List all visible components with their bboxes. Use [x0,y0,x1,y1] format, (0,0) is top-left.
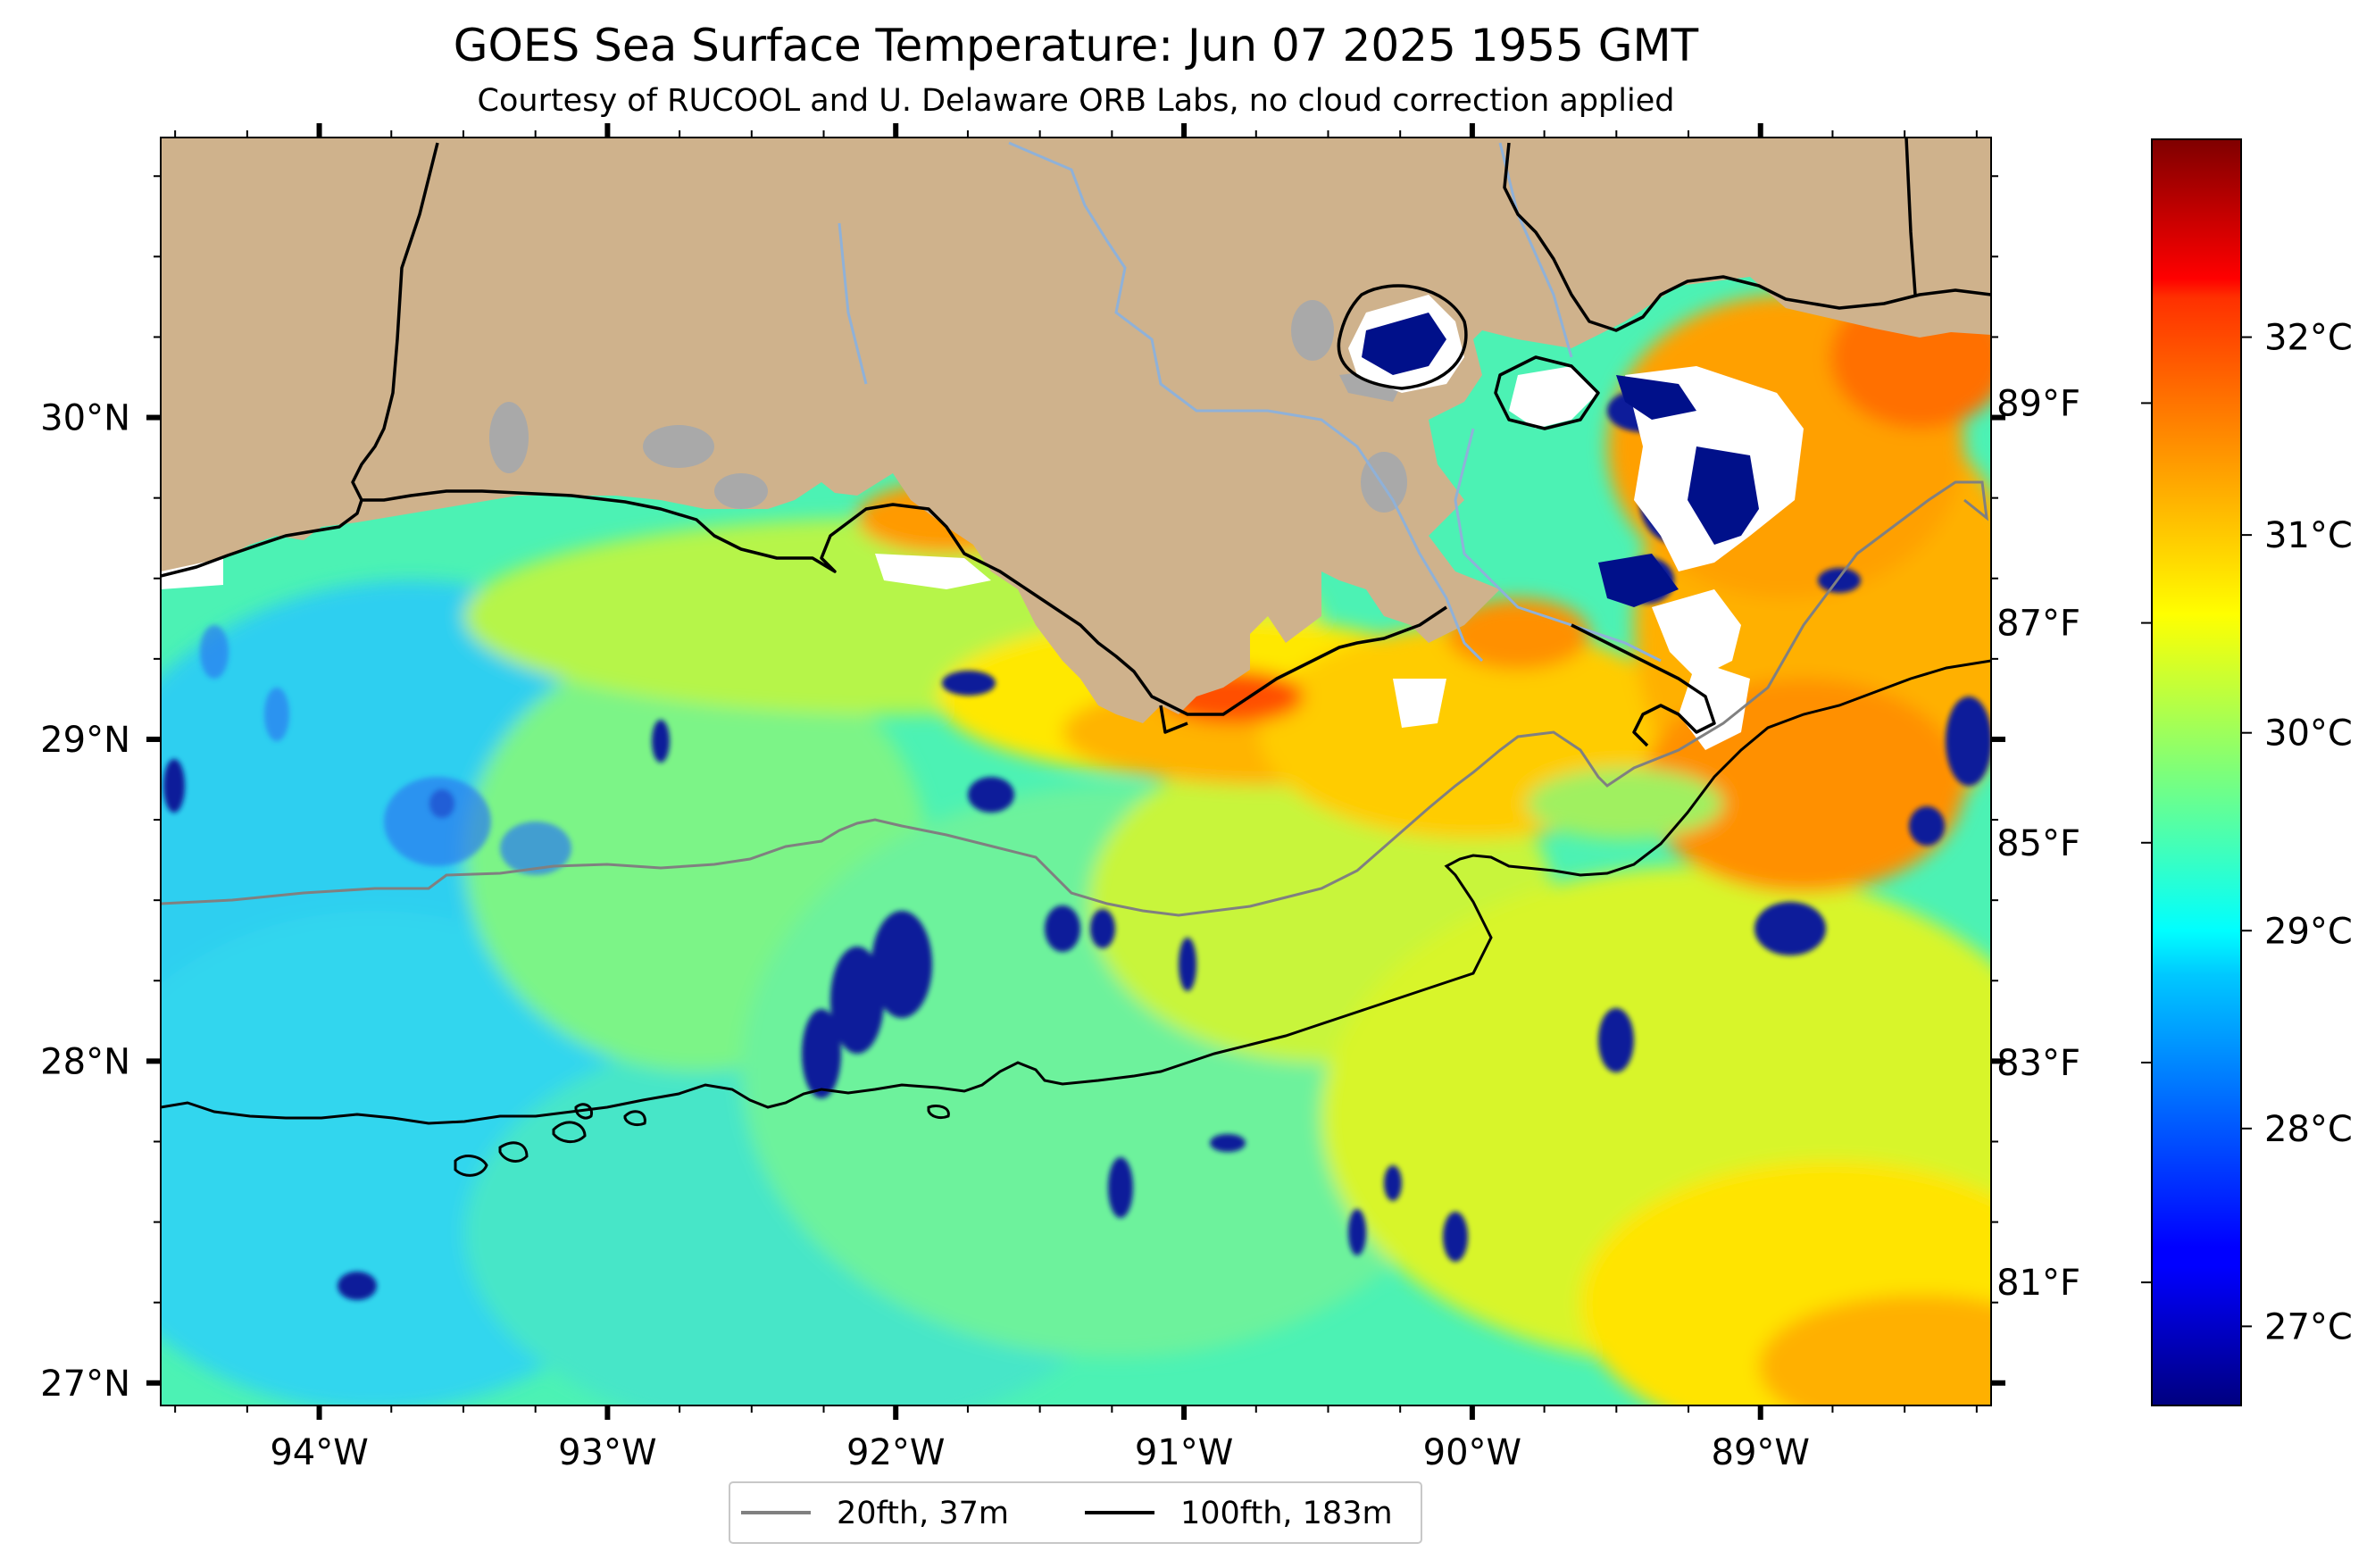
lon-tick-label: 90°W [1423,1432,1521,1473]
isobath-100fth [161,659,1991,1177]
lon-tick-label: 94°W [270,1432,368,1473]
map-title: GOES Sea Surface Temperature: Jun 07 202… [454,20,1699,71]
land [161,138,1991,723]
lon-tick-label: 91°W [1135,1432,1233,1473]
map-frame [160,137,1992,1406]
celsius-tick-label: 31°C [2264,515,2353,556]
celsius-tick-label: 30°C [2264,713,2353,755]
fahrenheit-tick-label: 83°F [1996,1043,2080,1084]
map-area [161,138,1991,1405]
lat-tick-label: 30°N [40,398,130,439]
isobath-20fth [161,480,1988,917]
lat-tick-label: 29°N [40,720,130,761]
celsius-tick-label: 29°C [2264,911,2353,952]
colorbar-gradient [2151,138,2242,1406]
legend-label-20fth: 20fth, 37m [837,1496,1009,1531]
fahrenheit-tick-label: 85°F [1996,823,2080,864]
fahrenheit-tick-label: 81°F [1996,1263,2080,1304]
lon-tick-label: 93°W [558,1432,656,1473]
legend-label-100fth: 100fth, 183m [1180,1496,1393,1531]
celsius-tick-label: 27°C [2264,1306,2353,1347]
lon-tick-label: 92°W [846,1432,945,1473]
map-subtitle: Courtesy of RUCOOL and U. Delaware ORB L… [478,83,1675,119]
lon-tick-label: 89°W [1712,1432,1810,1473]
legend-box [729,1481,1422,1544]
map-ticks: 94°W 93°W 92°W 91°W 90°W 89°W 30°N 29°N 28°N 27°N [40,123,2005,1473]
legend: 20fth, 37m 100fth, 183m [729,1481,1422,1544]
fahrenheit-tick-label: 89°F [1996,383,2080,424]
lat-tick-label: 27°N [40,1364,130,1405]
celsius-tick-label: 28°C [2264,1109,2353,1150]
celsius-tick-label: 32°C [2264,318,2353,359]
lat-tick-label: 28°N [40,1041,130,1082]
coastline [161,138,1991,747]
colorbar-ticks: 27°C 28°C 29°C 30°C 31°C 32°C 81°F 83°F 85°F 87°F… [1996,318,2353,1348]
rivers [838,141,1662,663]
fahrenheit-tick-label: 87°F [1996,604,2080,645]
colorbar: 27°C 28°C 29°C 30°C 31°C 32°C 81°F 83°F 85°F 87°F… [1996,138,2353,1406]
